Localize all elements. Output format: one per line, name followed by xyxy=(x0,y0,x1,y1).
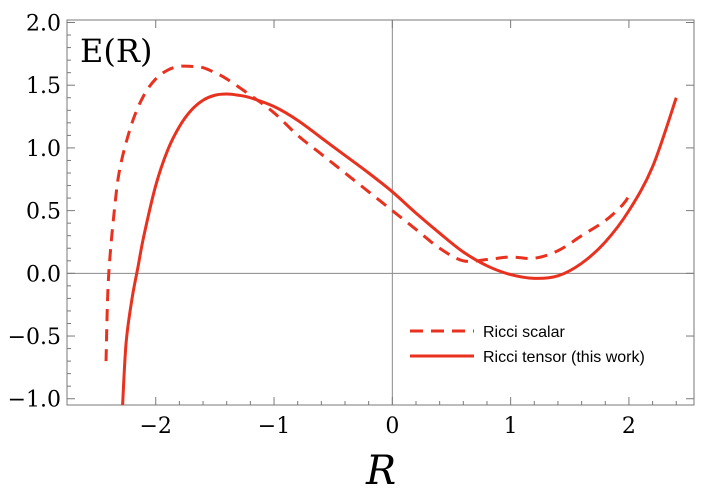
x-tick-label: 1 xyxy=(504,414,518,439)
x-axis-label: R xyxy=(365,448,396,494)
legend: Ricci scalar Ricci tensor (this work) xyxy=(410,324,645,366)
x-tick-label: −1 xyxy=(258,414,290,439)
legend-label: Ricci scalar xyxy=(483,324,565,341)
y-tick-label: −1.0 xyxy=(8,388,61,413)
y-tick-label: −0.5 xyxy=(8,325,61,350)
y-tick-label: 1.0 xyxy=(26,137,61,162)
x-tick-label: 2 xyxy=(622,414,636,439)
y-tick-label: 0.5 xyxy=(26,200,61,225)
plot-frame xyxy=(66,19,695,406)
y-axis-ticks: −1.0 −0.5 0.0 0.5 1.0 1.5 2.0 xyxy=(8,12,694,413)
y-tick-label: 1.5 xyxy=(26,74,61,99)
x-tick-label: −2 xyxy=(140,414,172,439)
y-tick-label: 0.0 xyxy=(26,262,61,287)
x-axis-ticks: −2 −1 0 1 2 xyxy=(140,20,677,439)
y-tick-label: 2.0 xyxy=(26,12,61,37)
legend-label: Ricci tensor (this work) xyxy=(483,349,645,366)
series-layer xyxy=(104,64,678,406)
y-axis-label: E(R) xyxy=(80,32,152,70)
series-line-ricci-tensor xyxy=(121,92,678,406)
series-line-ricci-scalar xyxy=(104,64,633,362)
x-tick-label: 0 xyxy=(385,414,399,439)
